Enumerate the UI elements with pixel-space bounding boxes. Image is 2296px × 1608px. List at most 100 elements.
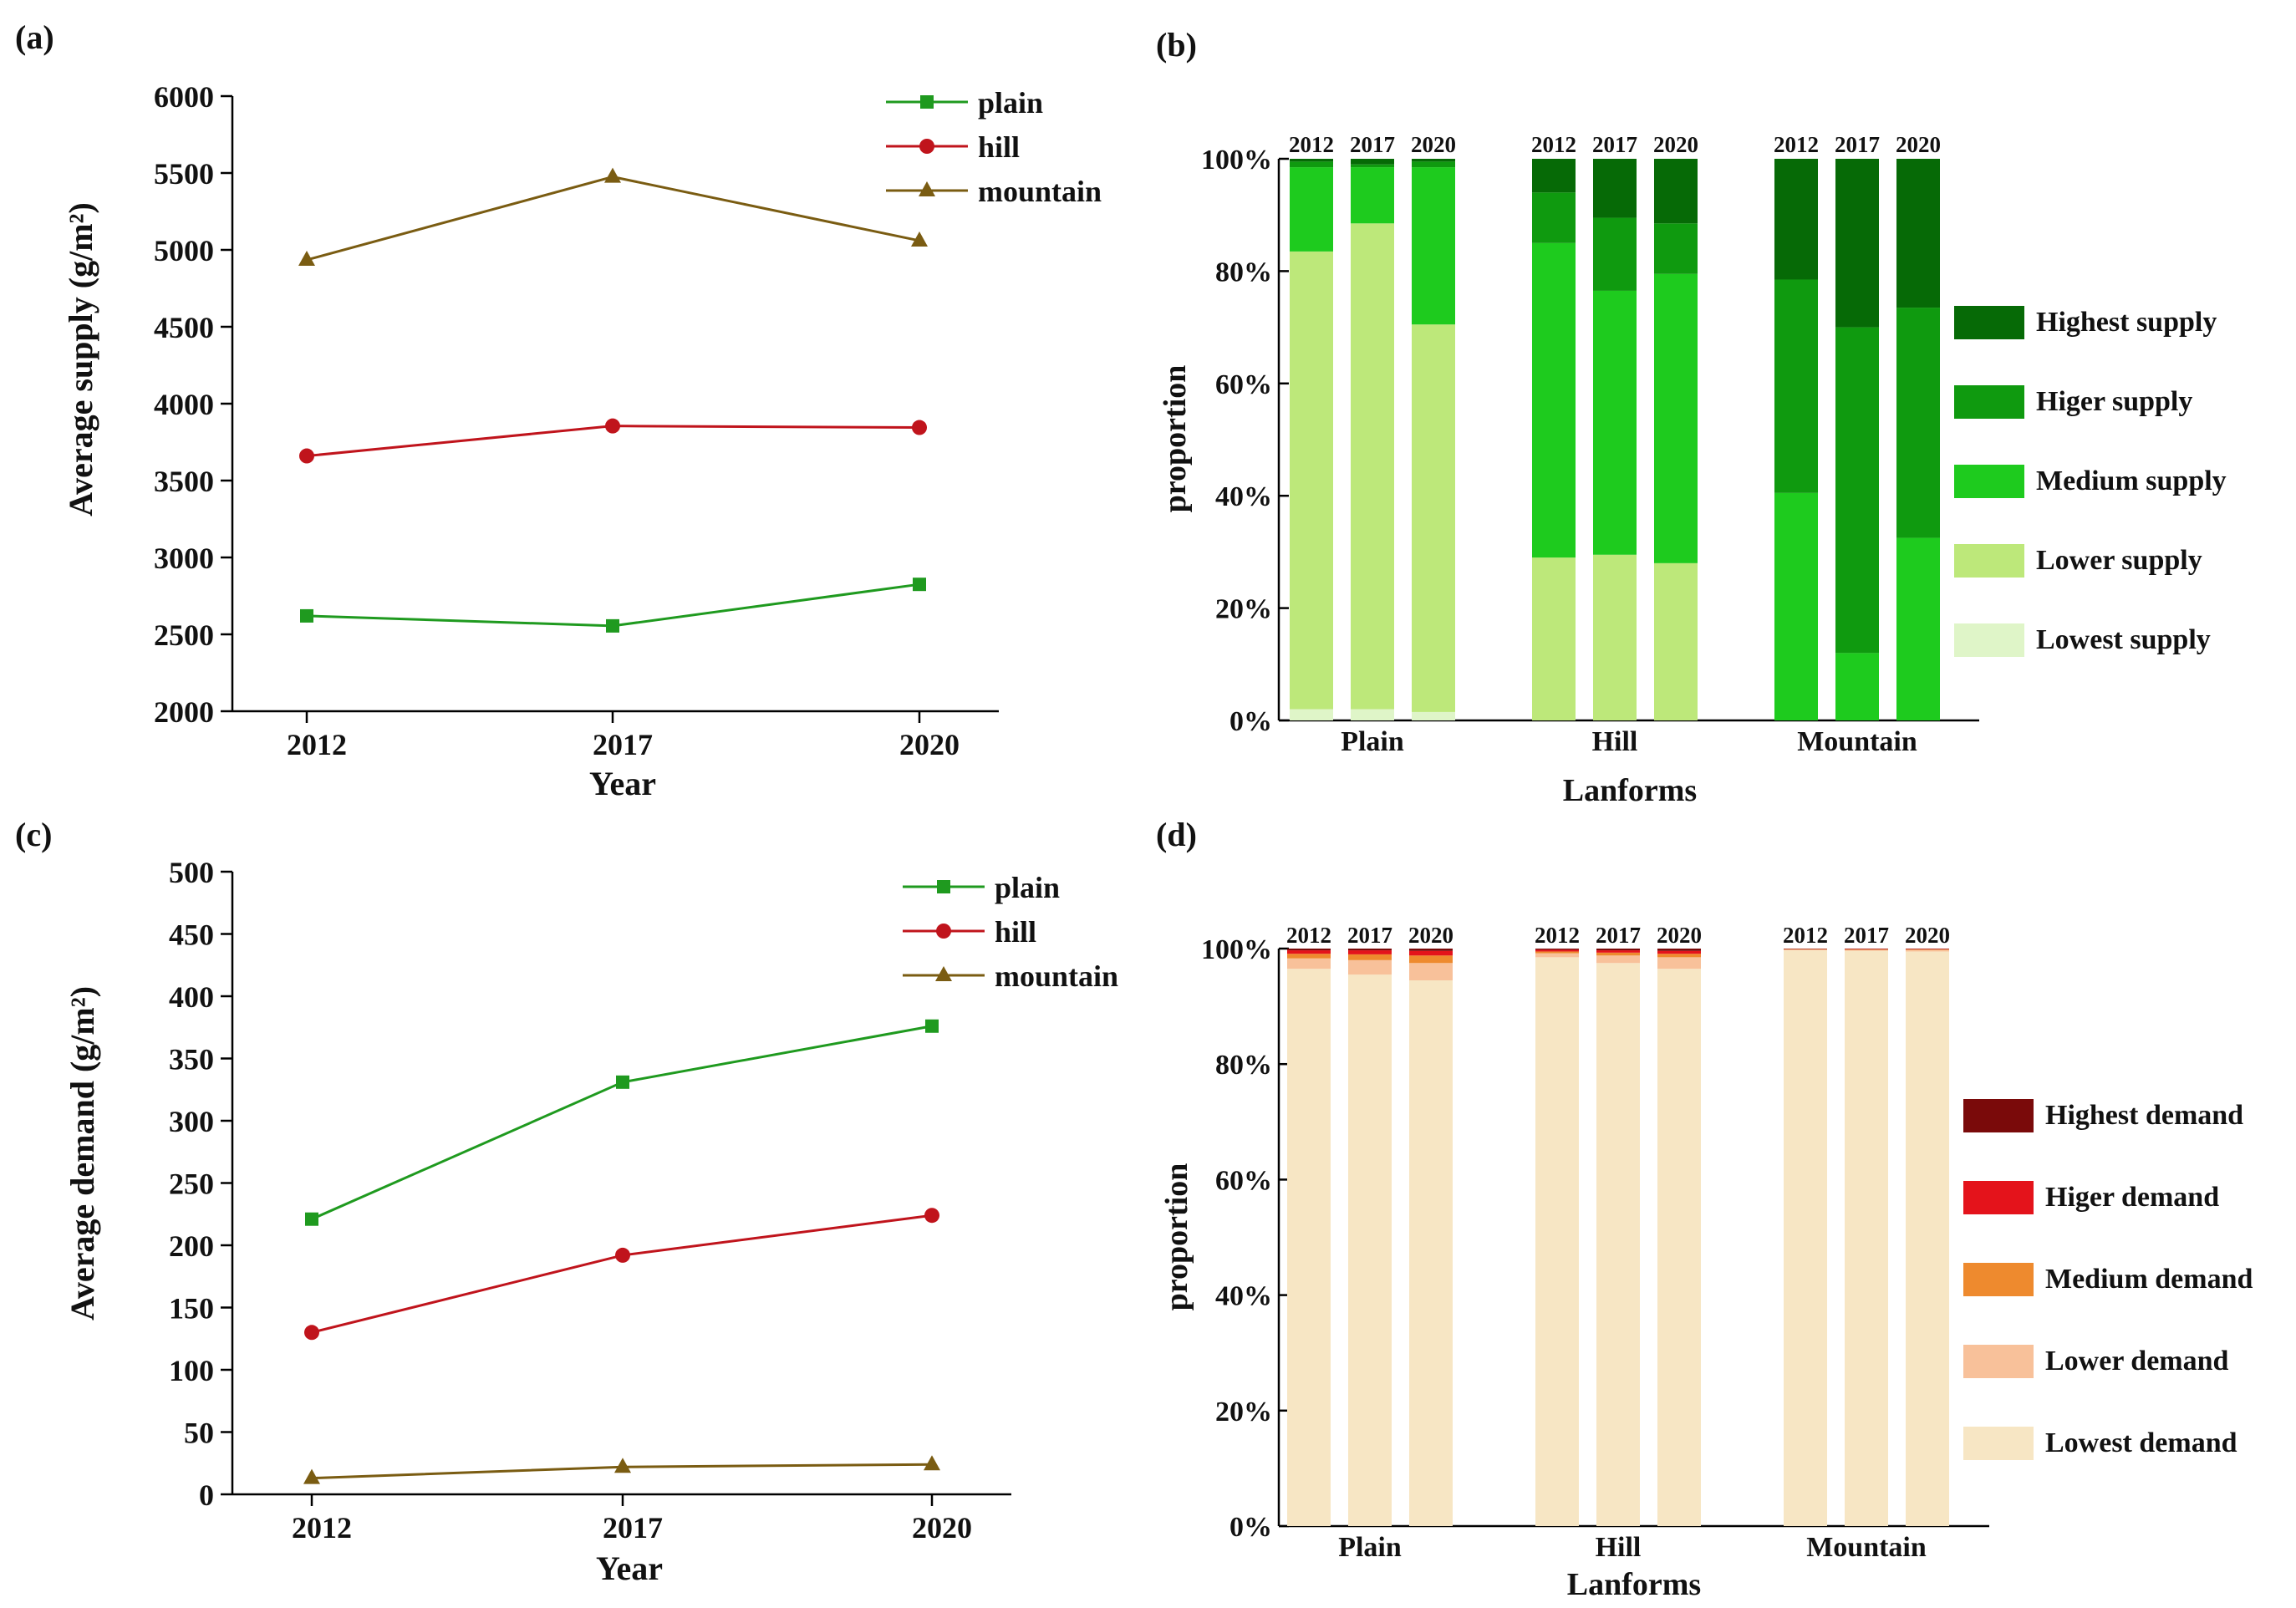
panel-d-bar-year-label: 2020 [1408, 923, 1453, 948]
panel-c-demand-line-chart: (c) 0 50 100 150 200 250 300 350 400 450 500 2012 2… [15, 816, 1118, 1587]
panel-c-point-mountain-2012 [303, 1468, 320, 1484]
panel-b-bar-hill-2020-highest-supply [1654, 159, 1698, 224]
panel-d-bar-mountain-2020-lowest-demand [1906, 951, 1949, 1526]
panel-b-bar-plain-2020-lowest-supply [1412, 711, 1455, 720]
panel-d-bar-hill-2012-higer-demand [1535, 949, 1579, 952]
panel-b-bar-mountain-2012-medium-supply [1774, 492, 1818, 720]
panel-a-x-tick-label: 2020 [899, 728, 960, 761]
panel-b-bar-plain-2020-medium-supply [1412, 167, 1455, 325]
panel-d-legend-label-highest-demand: Highest demand [2045, 1100, 2243, 1131]
panel-a-label: (a) [15, 18, 54, 56]
panel-a-x-tick-label: 2012 [287, 728, 347, 761]
panel-d-bar-plain-2017-higer-demand [1348, 950, 1392, 954]
panel-b-legend-swatch-higer-supply [1954, 385, 2024, 419]
panel-b-legend-swatch-lower-supply [1954, 544, 2024, 578]
panel-d-y-tick-label: 60% [1215, 1165, 1272, 1196]
panel-c-label: (c) [15, 816, 52, 853]
panel-d-bar-hill-2017-lowest-demand [1596, 963, 1640, 1526]
panel-c-point-hill-2020 [924, 1208, 939, 1224]
panel-c-y-axis-title: Average demand (g/m²) [64, 986, 101, 1320]
panel-c-legend-marker-plain [937, 880, 950, 893]
panel-b-bar-plain-2012-highest-supply [1290, 159, 1333, 162]
panel-b-bar-hill-2017-highest-supply [1593, 159, 1637, 218]
panel-b-bar-plain-2017-higer-supply [1351, 164, 1394, 168]
panel-a-y-tick-label: 2000 [154, 695, 214, 729]
panel-d-bar-year-label: 2012 [1783, 923, 1828, 948]
panel-b-bar-year-label: 2012 [1289, 132, 1334, 157]
panel-b-bar-plain-2017-medium-supply [1351, 167, 1394, 224]
panel-d-legend-swatch-lower-demand [1963, 1345, 2034, 1378]
panel-d-group-label-mountain: Mountain [1806, 1532, 1927, 1563]
panel-b-bar-hill-2012-lower-supply [1532, 557, 1576, 720]
panel-c-point-mountain-2017 [614, 1458, 631, 1473]
panel-b-bar-hill-2020-medium-supply [1654, 273, 1698, 563]
panel-d-bar-hill-2012-lowest-demand [1535, 957, 1579, 1526]
panel-b-x-axis-title: Lanforms [1563, 773, 1697, 808]
panel-b-y-tick-label: 100% [1201, 145, 1272, 176]
panel-d-bar-hill-2017-highest-demand [1596, 949, 1640, 951]
panel-c-y-tick-label: 50 [184, 1417, 214, 1450]
panel-c-point-mountain-2020 [924, 1455, 940, 1471]
panel-b-legend-label-highest-supply: Highest supply [2036, 307, 2217, 338]
panel-b-bar-plain-2012-medium-supply [1290, 167, 1333, 252]
panel-d-y-axis-title: proportion [1159, 1163, 1194, 1311]
panel-a-point-plain-2020 [913, 578, 926, 592]
panel-c-y-tick-label: 500 [169, 856, 214, 889]
panel-d-bar-plain-2012-medium-demand [1287, 954, 1331, 959]
panel-a-y-tick-label: 3500 [154, 465, 214, 498]
panel-d-bar-year-label: 2012 [1535, 923, 1580, 948]
panel-b-bar-hill-2020-higer-supply [1654, 223, 1698, 274]
panel-b-bar-hill-2017-lower-supply [1593, 554, 1637, 720]
panel-c-legend-label-hill: hill [995, 915, 1036, 949]
panel-b-bar-year-label: 2012 [1774, 132, 1819, 157]
panel-a-y-tick-label: 6000 [154, 80, 214, 114]
panel-c-x-tick-label: 2012 [292, 1511, 352, 1544]
panel-b-bar-mountain-2020-highest-supply [1896, 159, 1940, 308]
panel-c-legend-label-mountain: mountain [995, 959, 1118, 993]
panel-b-bar-hill-2012-medium-supply [1532, 242, 1576, 558]
panel-c-point-hill-2012 [304, 1325, 319, 1341]
panel-d-bar-hill-2017-higer-demand [1596, 950, 1640, 953]
panel-a-point-hill-2012 [299, 448, 314, 464]
panel-c-point-plain-2020 [925, 1019, 939, 1033]
panel-b-y-tick-label: 20% [1215, 594, 1272, 625]
panel-d-bar-year-label: 2020 [1905, 923, 1950, 948]
panel-a-legend-marker-hill [919, 139, 934, 154]
panel-b-bar-plain-2012-higer-supply [1290, 161, 1333, 168]
panel-d-bar-plain-2012-lower-demand [1287, 958, 1331, 969]
panel-a-y-axis-title: Average supply (g/m²) [62, 202, 99, 516]
panel-d-y-tick-label: 80% [1215, 1050, 1272, 1081]
panel-b-legend-label-medium-supply: Medium supply [2036, 466, 2227, 496]
panel-d-bar-plain-2020-lower-demand [1409, 963, 1453, 981]
panel-a-point-mountain-2017 [604, 167, 621, 183]
panel-c-point-plain-2017 [616, 1075, 629, 1089]
panel-d-bar-mountain-2020-medium-demand [1906, 949, 1949, 950]
panel-a-x-tick-label: 2017 [593, 728, 653, 761]
panel-b-legend-label-lower-supply: Lower supply [2036, 545, 2202, 576]
panel-d-bar-mountain-2012-lower-demand [1784, 949, 1827, 951]
panel-b-bar-plain-2017-lower-supply [1351, 223, 1394, 710]
panel-d-group-label-hill: Hill [1596, 1532, 1642, 1563]
panel-b-bar-mountain-2017-medium-supply [1835, 653, 1879, 720]
panel-a-legend-label-mountain: mountain [978, 175, 1102, 208]
panel-d-bar-mountain-2017-lowest-demand [1845, 950, 1888, 1526]
panel-d-legend-swatch-medium-demand [1963, 1263, 2034, 1296]
panel-a-point-mountain-2012 [298, 250, 315, 266]
panel-a-point-plain-2017 [606, 618, 619, 633]
panel-a-y-tick-label: 4500 [154, 311, 214, 344]
panel-c-point-plain-2012 [305, 1212, 318, 1226]
panel-b-legend-label-lowest-supply: Lowest supply [2036, 624, 2211, 655]
panel-b-bar-year-label: 2017 [1592, 132, 1637, 157]
panel-c-x-tick-label: 2020 [912, 1511, 972, 1544]
panel-d-bar-hill-2017-medium-demand [1596, 952, 1640, 956]
panel-d-bar-hill-2012-lower-demand [1535, 953, 1579, 958]
panel-b-bar-hill-2017-higer-supply [1593, 217, 1637, 291]
panel-b-bar-plain-2012-lowest-supply [1290, 709, 1333, 720]
panel-b-bar-year-label: 2020 [1411, 132, 1456, 157]
panel-d-bar-plain-2012-higer-demand [1287, 950, 1331, 954]
panel-d-legend-swatch-higer-demand [1963, 1181, 2034, 1214]
panel-a-point-mountain-2020 [911, 231, 928, 247]
panel-d-y-tick-label: 40% [1215, 1281, 1272, 1312]
panel-b-bar-plain-2017-lowest-supply [1351, 709, 1394, 720]
panel-b-bar-hill-2017-medium-supply [1593, 290, 1637, 555]
